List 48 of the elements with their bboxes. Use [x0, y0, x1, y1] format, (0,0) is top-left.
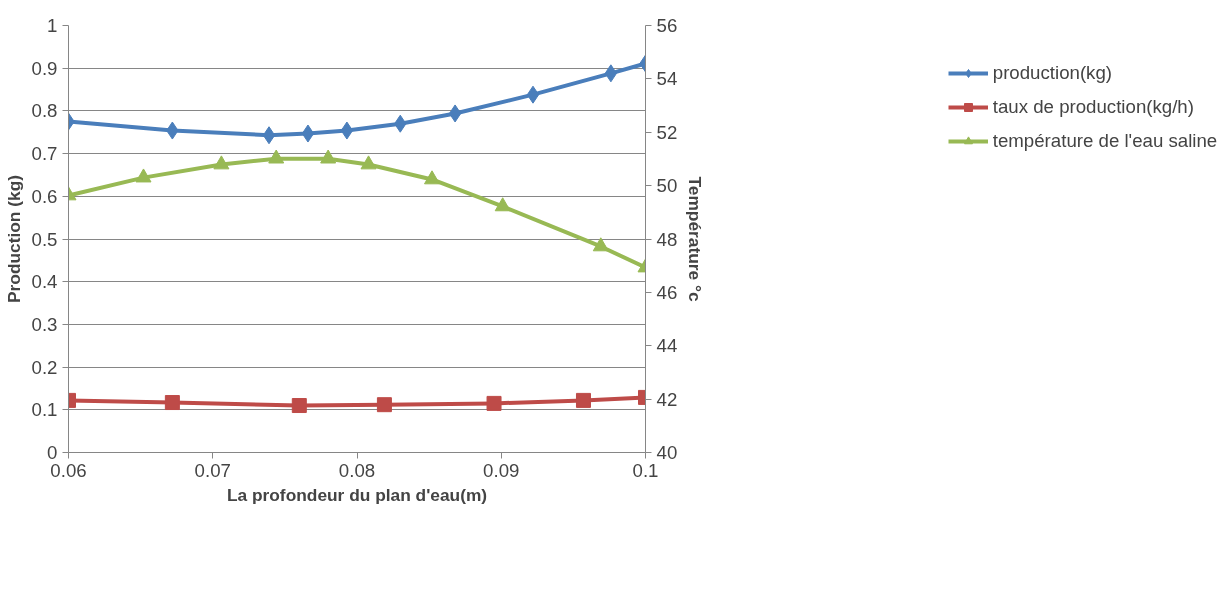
point: [320, 149, 337, 164]
y2-tick-label: 52: [656, 121, 678, 143]
point: [360, 155, 377, 170]
point: [376, 397, 392, 413]
point: [135, 168, 152, 183]
y2-tick-label: 54: [656, 68, 678, 90]
x-axis-title: La profondeur du plan d'eau(m): [226, 484, 488, 505]
y2-tick-label: 46: [656, 281, 678, 303]
point: [575, 392, 591, 408]
y-tick-label: 0.3: [31, 313, 58, 335]
x-tick-label: 0.08: [338, 459, 376, 481]
point: [494, 197, 511, 212]
point: [268, 149, 285, 164]
point: [448, 104, 462, 123]
y-tick-label: 0.8: [31, 100, 58, 122]
y-tick-label: 0.1: [31, 399, 58, 421]
point: [262, 126, 276, 145]
y2-tick-label: 50: [656, 175, 678, 197]
y2-axis-title: Température °c: [685, 176, 706, 302]
x-tick-label: 0.09: [483, 459, 520, 481]
point: [291, 398, 307, 414]
legend-label: production(kg): [992, 62, 1113, 84]
y-axis-title: Production (kg): [3, 174, 24, 304]
point: [592, 237, 609, 252]
y2-tick-label: 42: [656, 388, 678, 410]
point: [340, 121, 354, 140]
point: [486, 395, 502, 411]
x-tick-label: 0.1: [632, 459, 659, 481]
point: [526, 85, 540, 104]
y2-tick-label: 48: [656, 228, 678, 250]
y2-tick-label: 40: [656, 442, 678, 463]
point: [424, 170, 441, 185]
point: [604, 64, 618, 83]
y-tick-label: 0.5: [31, 228, 58, 250]
x-tick-label: 0.07: [194, 459, 231, 481]
y-tick-label: 1: [47, 15, 58, 36]
y2-tick-label: 56: [656, 15, 678, 36]
y-tick-label: 0.9: [31, 57, 58, 79]
point: [301, 124, 315, 143]
point: [164, 395, 180, 411]
y2-tick-label: 44: [656, 335, 678, 357]
legend-label: taux de production(kg/h): [992, 96, 1194, 118]
point: [213, 155, 230, 170]
legend-label: température de l'eau saline: [992, 130, 1218, 152]
y-tick-label: 0.6: [31, 185, 58, 207]
y-tick-label: 0.4: [31, 271, 58, 293]
y-tick-label: 0.2: [31, 356, 58, 378]
y-tick-label: 0.7: [31, 143, 58, 165]
